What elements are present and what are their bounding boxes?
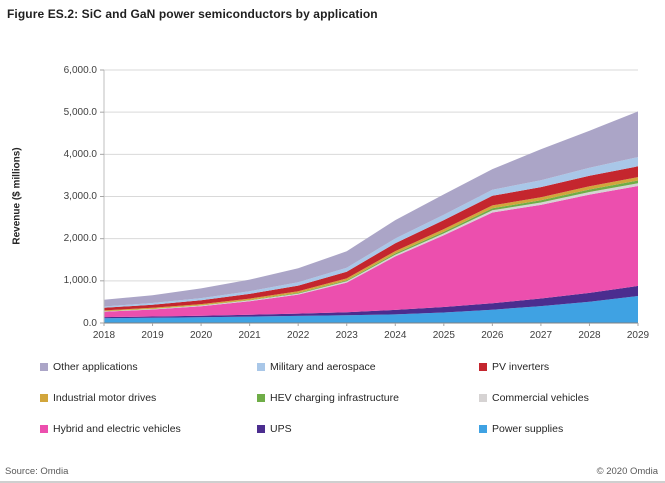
x-tick-label: 2024 [384, 330, 407, 341]
y-tick-label: 4,000.0 [63, 148, 97, 160]
legend-swatch-hybrid-and-electric-vehicles [40, 425, 48, 433]
x-tick-label: 2029 [626, 330, 650, 341]
area-hybrid-and-electric-vehicles [104, 186, 638, 318]
y-tick-label: 6,000.0 [63, 64, 97, 76]
x-tick-label: 2023 [335, 330, 358, 341]
x-tick-label: 2021 [238, 330, 261, 341]
legend-item-power-supplies: Power supplies [479, 423, 640, 436]
x-tick-label: 2018 [92, 330, 116, 341]
legend-label: Industrial motor drives [53, 392, 157, 404]
y-axis-title: Revenue ($ millions) [11, 147, 23, 245]
legend-swatch-military-and-aerospace [257, 363, 265, 371]
legend-swatch-power-supplies [479, 425, 487, 433]
area-ups [104, 285, 638, 319]
copyright-text: © 2020 Omdia [596, 466, 658, 477]
x-tick-label: 2026 [481, 330, 504, 341]
legend-swatch-other-applications [40, 363, 48, 371]
x-tick-label: 2028 [578, 330, 601, 341]
legend-item-other-applications: Other applications [40, 361, 257, 374]
legend-item-commercial-vehicles: Commercial vehicles [479, 392, 640, 405]
legend-swatch-hev-charging-infrastructure [257, 394, 265, 402]
y-tick-label: 2,000.0 [63, 233, 97, 245]
legend-label: Commercial vehicles [492, 392, 589, 404]
x-tick-label: 2027 [529, 330, 553, 341]
legend-label: UPS [270, 423, 292, 435]
legend-label: Military and aerospace [270, 361, 376, 373]
legend-swatch-pv-inverters [479, 363, 487, 371]
legend-item-hev-charging-infrastructure: HEV charging infrastructure [257, 392, 479, 405]
y-tick-label: 1,000.0 [63, 275, 97, 287]
legend-label: PV inverters [492, 361, 550, 373]
x-tick-label: 2022 [287, 330, 310, 341]
source-text: Source: Omdia [5, 466, 69, 477]
legend-swatch-commercial-vehicles [479, 394, 487, 402]
figure-title: Figure ES.2: SiC and GaN power semicondu… [7, 7, 378, 21]
area-military-and-aerospace [104, 157, 638, 308]
x-tick-label: 2025 [432, 330, 455, 341]
legend-label: Other applications [53, 361, 138, 373]
legend-item-ups: UPS [257, 423, 479, 436]
legend-label: HEV charging infrastructure [270, 392, 399, 404]
y-tick-label: 3,000.0 [63, 191, 97, 202]
legend: Other applications Military and aerospace… [40, 361, 640, 436]
legend-swatch-industrial-motor-drives [40, 394, 48, 402]
legend-item-military-and-aerospace: Military and aerospace [257, 361, 479, 374]
area-pv-inverters [104, 166, 638, 311]
x-tick-label: 2020 [189, 330, 213, 341]
legend-label: Power supplies [492, 423, 564, 435]
y-tick-label: 5,000.0 [63, 106, 97, 118]
area-power-supplies [104, 296, 638, 323]
legend-item-hybrid-and-electric-vehicles: Hybrid and electric vehicles [40, 423, 257, 436]
stacked-area-plot [100, 69, 639, 326]
legend-swatch-ups [257, 425, 265, 433]
area-industrial-motor-drives [104, 177, 638, 312]
y-tick-label: 0.0 [83, 317, 97, 329]
legend-item-industrial-motor-drives: Industrial motor drives [40, 392, 257, 405]
legend-label: Hybrid and electric vehicles [53, 423, 181, 435]
legend-item-pv-inverters: PV inverters [479, 361, 640, 374]
x-tick-label: 2019 [141, 330, 164, 341]
